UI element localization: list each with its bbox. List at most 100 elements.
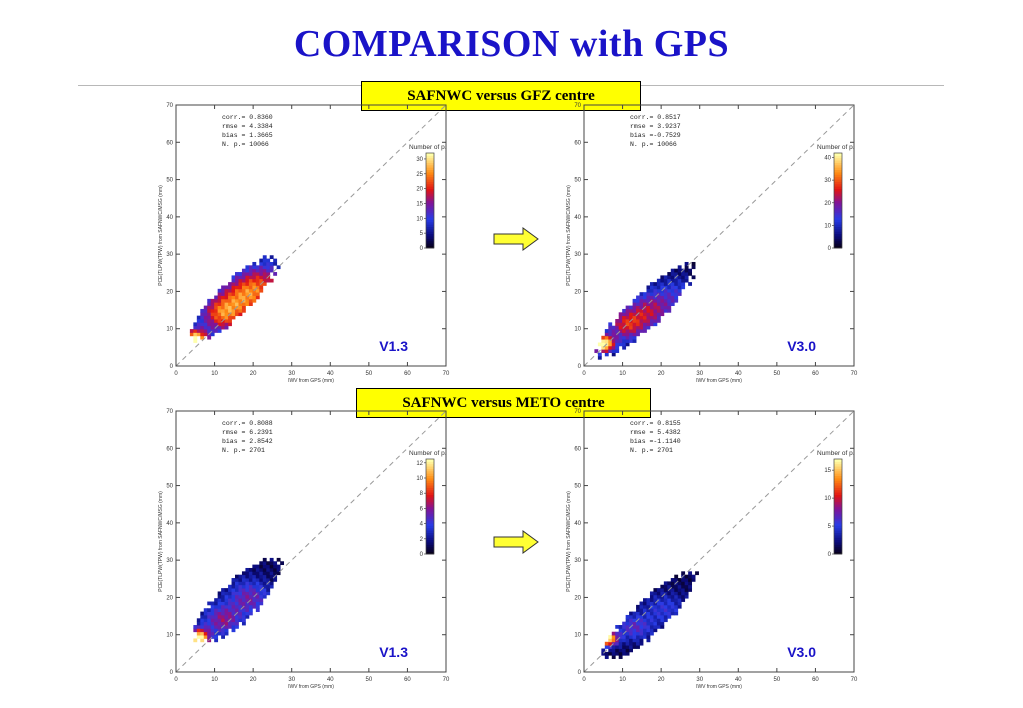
density-cell: [625, 618, 630, 623]
density-cell: [266, 258, 271, 263]
density-cell: [670, 594, 675, 599]
density-cell: [608, 641, 613, 646]
density-cell: [670, 268, 675, 273]
density-cell: [601, 339, 606, 343]
density-cell: [231, 295, 236, 300]
density-cell: [224, 604, 229, 609]
density-cell: [667, 598, 672, 602]
colorbar-segment: [834, 497, 842, 500]
density-cell: [632, 625, 637, 629]
density-cell: [193, 329, 198, 333]
one-to-one-reference-line: [583, 410, 855, 673]
colorbar-segment: [834, 219, 842, 223]
density-cell: [238, 292, 243, 296]
density-cell: [259, 278, 264, 283]
density-cell: [255, 608, 260, 612]
colorbar-segment: [426, 459, 434, 462]
density-cell: [639, 329, 644, 333]
density-cell: [224, 315, 229, 320]
density-cell: [228, 621, 232, 626]
density-cell: [269, 265, 274, 270]
density-cell: [639, 618, 644, 623]
density-cell: [259, 564, 264, 569]
density-cell: [670, 608, 675, 612]
density-cell: [245, 614, 250, 619]
density-cell: [259, 584, 264, 589]
density-cell: [649, 598, 654, 602]
density-cell: [656, 315, 661, 320]
density-cell: [656, 594, 661, 599]
plot-frame: [583, 410, 855, 673]
colorbar-title: Number of p.: [817, 450, 855, 457]
density-cell: [639, 641, 644, 646]
density-cell: [649, 295, 654, 300]
colorbar-segment: [426, 240, 434, 244]
density-cell: [259, 591, 264, 596]
density-cell: [228, 598, 232, 602]
density-cell: [677, 581, 682, 586]
y-tick-label: 50: [574, 178, 581, 184]
colorbar-segment: [426, 518, 434, 522]
colorbar-tick-label: 0: [420, 246, 424, 252]
density-cell: [224, 621, 229, 626]
colorbar-segment: [426, 516, 434, 519]
density-cell: [622, 645, 627, 649]
density-cell: [643, 319, 647, 323]
density-cell: [248, 288, 253, 293]
density-cell: [207, 305, 212, 310]
density-cell: [217, 598, 222, 602]
density-cell: [248, 272, 253, 276]
density-cell: [660, 598, 665, 602]
density-cell: [245, 594, 250, 599]
density-cell: [245, 288, 250, 293]
density-cell: [656, 601, 661, 606]
density-cell: [629, 329, 633, 333]
density-cell: [210, 298, 215, 303]
density-cell: [203, 611, 208, 616]
density-cell: [622, 625, 627, 629]
density-cell: [625, 625, 630, 629]
density-cell: [214, 298, 219, 303]
density-cell: [221, 292, 225, 296]
density-cell: [245, 302, 250, 306]
density-cell: [238, 272, 243, 276]
density-cell: [691, 275, 696, 280]
colorbar-segment: [426, 153, 434, 156]
density-cell: [611, 352, 616, 357]
density-cell: [684, 278, 689, 283]
density-cell: [262, 581, 267, 586]
density-cell: [646, 618, 651, 623]
density-cell: [245, 275, 250, 280]
colorbar-tick-label: 5: [828, 524, 832, 530]
colorbar-segment: [834, 527, 842, 531]
density-cell: [649, 308, 654, 313]
density-cell: [221, 608, 225, 612]
density-cell: [615, 625, 620, 629]
density-cell: [604, 335, 609, 340]
density-cell: [210, 614, 215, 619]
density-cell: [235, 285, 239, 290]
density-cell: [632, 319, 637, 323]
density-cell: [656, 302, 661, 306]
y-tick-label: 30: [574, 558, 581, 564]
density-cell: [210, 601, 215, 606]
y-tick-label: 50: [166, 484, 173, 490]
density-cell: [660, 305, 665, 310]
density-cell: [255, 564, 260, 569]
density-cell: [629, 614, 633, 619]
density-cell: [241, 305, 246, 310]
density-cell: [646, 638, 651, 643]
statistics-line: bias =-0.7529: [630, 132, 681, 139]
colorbar-segment: [426, 207, 434, 211]
density-cell: [252, 567, 257, 572]
density-cell: [241, 584, 246, 589]
colorbar-segment: [426, 480, 434, 484]
density-cell: [656, 618, 661, 623]
density-cell: [636, 608, 640, 612]
density-cell: [622, 342, 627, 347]
density-cell: [214, 628, 219, 633]
density-cell: [214, 308, 219, 313]
density-cell: [597, 355, 602, 360]
density-cell: [248, 601, 253, 606]
density-cell: [636, 325, 640, 330]
